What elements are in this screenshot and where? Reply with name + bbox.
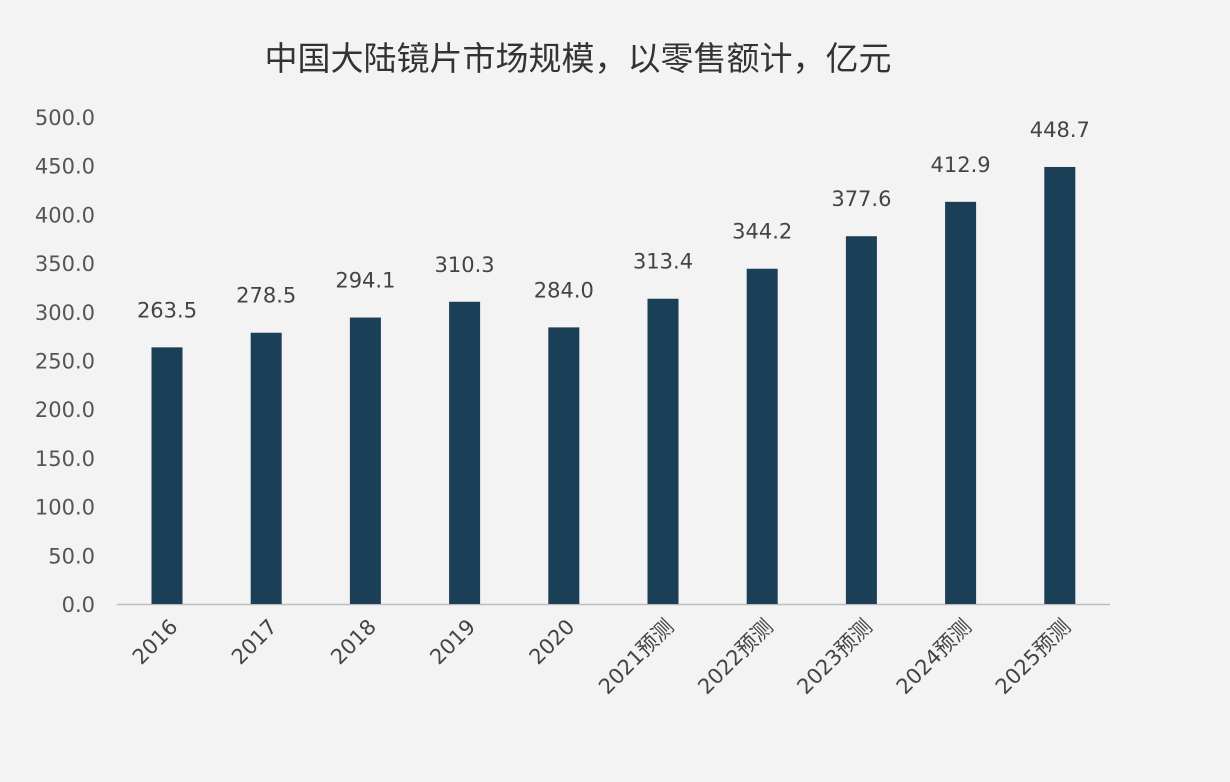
data-label: 284.0	[534, 278, 594, 302]
x-tick-label: 2020	[525, 615, 580, 670]
data-label: 448.7	[1030, 118, 1090, 142]
x-tick-label: 2017	[227, 615, 282, 670]
bar	[449, 301, 481, 604]
y-tick-label: 0.0	[62, 593, 95, 617]
data-label: 412.9	[931, 153, 991, 177]
y-tick-label: 300.0	[35, 301, 95, 325]
y-tick-label: 500.0	[35, 106, 95, 130]
y-axis: 0.0 50.0 100.0 150.0 200.0 250.0 300.0 350.0 400…	[35, 106, 95, 617]
x-tick-label: 2023预测	[792, 615, 876, 699]
bar	[746, 268, 778, 604]
bars	[151, 166, 1076, 605]
x-tick-label: 2019	[425, 615, 480, 670]
bar	[349, 317, 381, 604]
y-tick-label: 350.0	[35, 252, 95, 276]
bar	[548, 327, 580, 604]
bar	[250, 332, 282, 604]
bar	[845, 236, 877, 605]
data-label: 377.6	[831, 187, 891, 211]
x-tick-label: 2016	[128, 615, 183, 670]
data-label: 344.2	[732, 220, 792, 244]
chart-title: 中国大陆镜片市场规模，以零售额计，亿元	[265, 39, 892, 78]
y-tick-label: 100.0	[35, 496, 95, 520]
x-tick-label: 2022预测	[693, 615, 777, 699]
bar	[151, 347, 183, 604]
bar	[945, 201, 977, 605]
y-tick-label: 150.0	[35, 447, 95, 471]
x-tick-label: 2018	[326, 615, 381, 670]
data-label: 294.1	[335, 269, 395, 293]
data-label: 310.3	[435, 253, 495, 277]
x-tick-label: 2025预测	[991, 615, 1075, 699]
y-tick-label: 250.0	[35, 350, 95, 374]
bar	[1044, 166, 1076, 605]
x-tick-label: 2024预测	[892, 615, 976, 699]
data-label: 278.5	[236, 284, 296, 308]
y-tick-label: 450.0	[35, 155, 95, 179]
data-labels: 263.5 278.5 294.1 310.3 284.0 313.4 344.2 377.6…	[137, 118, 1090, 322]
y-tick-label: 400.0	[35, 203, 95, 227]
y-tick-label: 200.0	[35, 398, 95, 422]
data-label: 263.5	[137, 298, 197, 322]
data-label: 313.4	[633, 250, 693, 274]
x-axis: 2016 2017 2018 2019 2020 2021预测 2022预测 2023预测 20…	[128, 615, 1076, 699]
x-tick-label: 2021预测	[594, 615, 678, 699]
y-tick-label: 50.0	[48, 544, 95, 568]
bar	[647, 298, 679, 604]
